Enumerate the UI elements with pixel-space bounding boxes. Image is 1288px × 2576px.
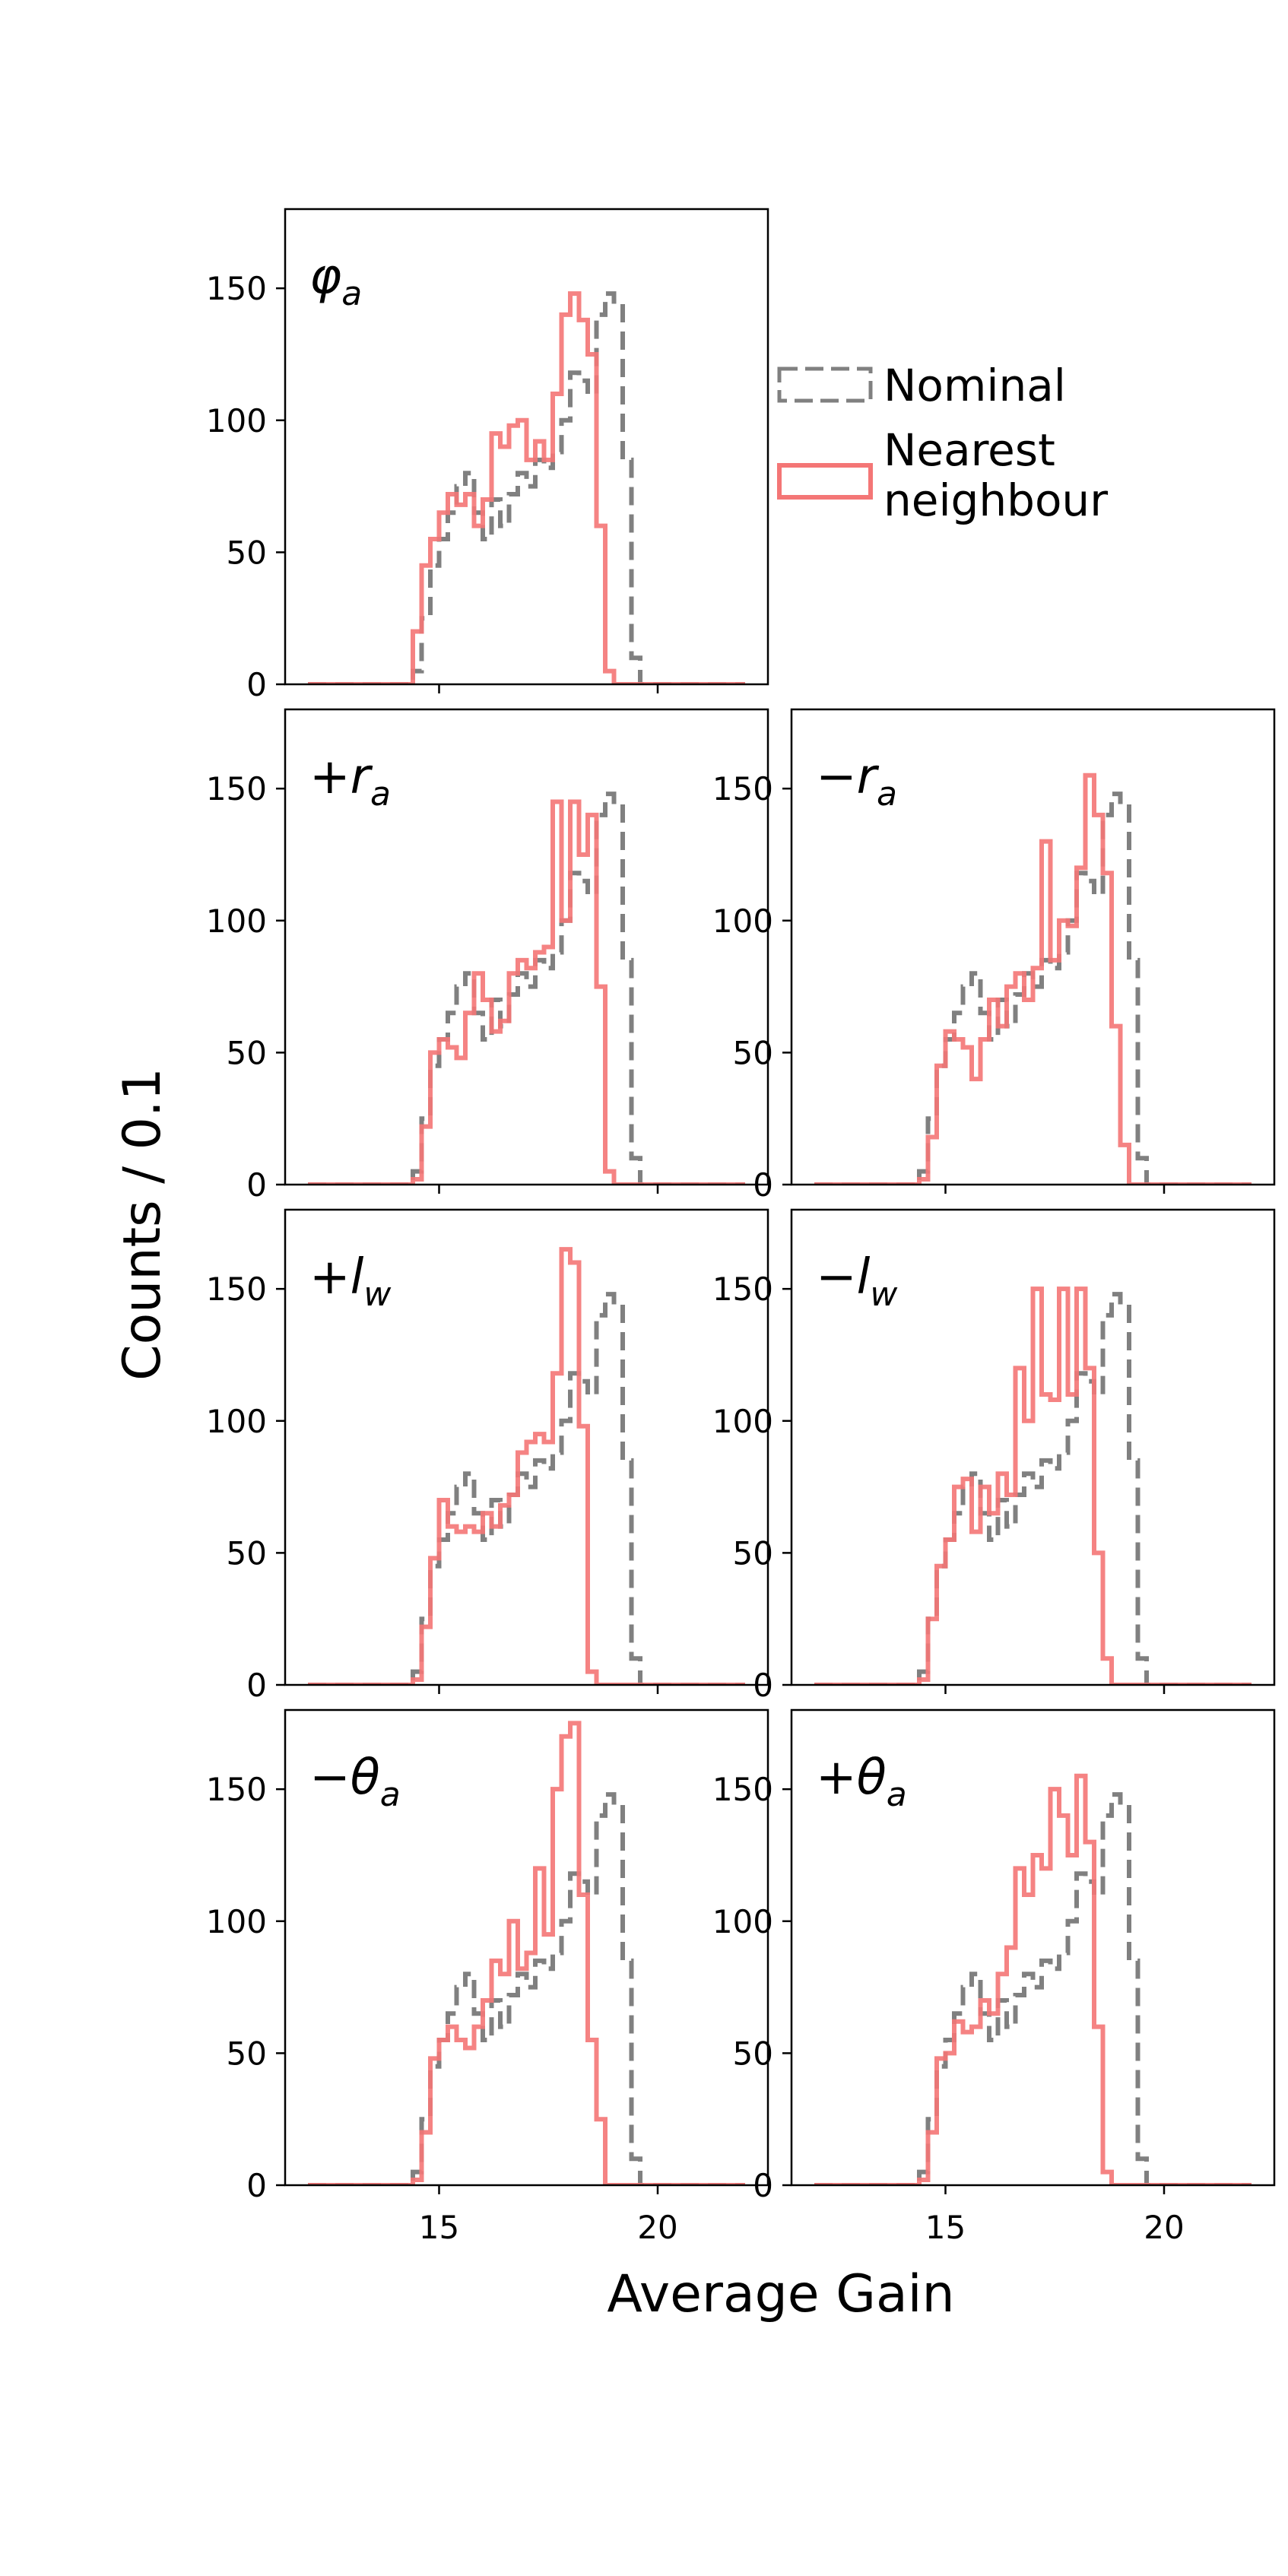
series-nearest-neighbour-plus-l-w — [308, 1247, 745, 1685]
panel-frame — [284, 1708, 769, 2187]
legend-nn-label-line1: Nearest — [884, 424, 1055, 476]
y-tick-label: 0 — [753, 2167, 773, 2204]
panel-label-minus-l-w: −lw — [816, 1249, 898, 1314]
y-tick-label: 150 — [712, 1271, 773, 1308]
series-nearest-neighbour-minus-theta-a — [308, 1721, 745, 2185]
y-tick-label: 150 — [712, 1771, 773, 1808]
panel-label-phi-a: φa — [309, 249, 362, 313]
y-tick-label: 100 — [206, 402, 267, 439]
y-tick-label: 50 — [227, 534, 267, 571]
y-tick-label: 50 — [227, 1034, 267, 1071]
y-tick-label: 0 — [246, 666, 267, 703]
panel-phi-a: 0 50 100 150 φa — [206, 208, 769, 703]
y-tick-label: 50 — [733, 2035, 773, 2072]
panel-label-plus-r-a: +ra — [309, 749, 391, 814]
x-tick-label: 15 — [925, 2209, 966, 2246]
panel-plus-r-a: 0 50 100 150 +ra — [206, 708, 769, 1204]
panel-frame — [284, 208, 769, 686]
y-tick-label: 100 — [206, 1403, 267, 1440]
series-nearest-neighbour-minus-l-w — [814, 1286, 1252, 1685]
y-tick-label: 50 — [227, 2035, 267, 2072]
y-tick-label: 0 — [246, 2167, 267, 2204]
panel-minus-r-a: 0 50 100 150 −ra — [712, 708, 1276, 1204]
panel-minus-theta-a: 0 50 100 150 15 20 −θa — [206, 1708, 769, 2246]
panel-plus-theta-a: 0 50 100 150 15 20 +θa — [712, 1708, 1276, 2246]
y-tick-label: 0 — [753, 1166, 773, 1204]
series-nearest-neighbour-plus-theta-a — [814, 1773, 1252, 2185]
legend-nn-swatch — [777, 463, 873, 500]
y-tick-label: 150 — [206, 770, 267, 807]
series-nearest-neighbour-phi-a — [308, 291, 745, 684]
series-nominal-phi-a — [308, 291, 745, 684]
x-tick-label: 20 — [637, 2209, 677, 2246]
y-tick-label: 150 — [712, 770, 773, 807]
panel-frame — [284, 708, 769, 1186]
x-tick-label: 15 — [419, 2209, 459, 2246]
panel-frame — [790, 708, 1276, 1186]
panel-label-plus-theta-a: +θa — [816, 1750, 907, 1814]
panel-frame — [790, 1208, 1276, 1686]
y-tick-label: 100 — [712, 903, 773, 940]
series-nominal-plus-l-w — [308, 1292, 745, 1685]
y-tick-label: 100 — [206, 1903, 267, 1940]
legend-nn-label-line2: neighbour — [884, 474, 1108, 526]
panel-label-minus-theta-a: −θa — [309, 1750, 401, 1814]
y-tick-label: 100 — [712, 1903, 773, 1940]
legend-nominal-label: Nominal — [884, 360, 1066, 411]
y-tick-label: 0 — [246, 1667, 267, 1704]
y-tick-label: 0 — [753, 1667, 773, 1704]
x-axis-label: Average Gain — [607, 2264, 954, 2324]
series-nominal-plus-r-a — [308, 792, 745, 1185]
x-tick-label: 20 — [1144, 2209, 1184, 2246]
panel-frame — [790, 1708, 1276, 2187]
y-tick-label: 100 — [206, 903, 267, 940]
series-nominal-minus-theta-a — [308, 1792, 745, 2185]
y-tick-label: 50 — [733, 1534, 773, 1572]
series-nominal-minus-r-a — [814, 792, 1252, 1185]
y-axis-label: Counts / 0.1 — [113, 1068, 173, 1381]
y-tick-label: 50 — [227, 1534, 267, 1572]
panel-frame — [284, 1208, 769, 1686]
panel-minus-l-w: 0 50 100 150 −lw — [712, 1208, 1276, 1704]
y-tick-label: 50 — [733, 1034, 773, 1071]
panel-label-minus-r-a: −ra — [816, 749, 897, 814]
series-nearest-neighbour-plus-r-a — [308, 799, 745, 1185]
y-tick-label: 100 — [712, 1403, 773, 1440]
y-tick-label: 150 — [206, 1771, 267, 1808]
panel-plus-l-w: 0 50 100 150 +lw — [206, 1208, 769, 1704]
legend: Nominal Nearest neighbour — [777, 360, 1108, 526]
y-tick-label: 150 — [206, 270, 267, 307]
series-nearest-neighbour-minus-r-a — [814, 772, 1252, 1185]
y-tick-label: 150 — [206, 1271, 267, 1308]
y-tick-label: 0 — [246, 1166, 267, 1204]
panel-label-plus-l-w: +lw — [309, 1249, 392, 1314]
legend-nominal-swatch — [777, 366, 873, 403]
